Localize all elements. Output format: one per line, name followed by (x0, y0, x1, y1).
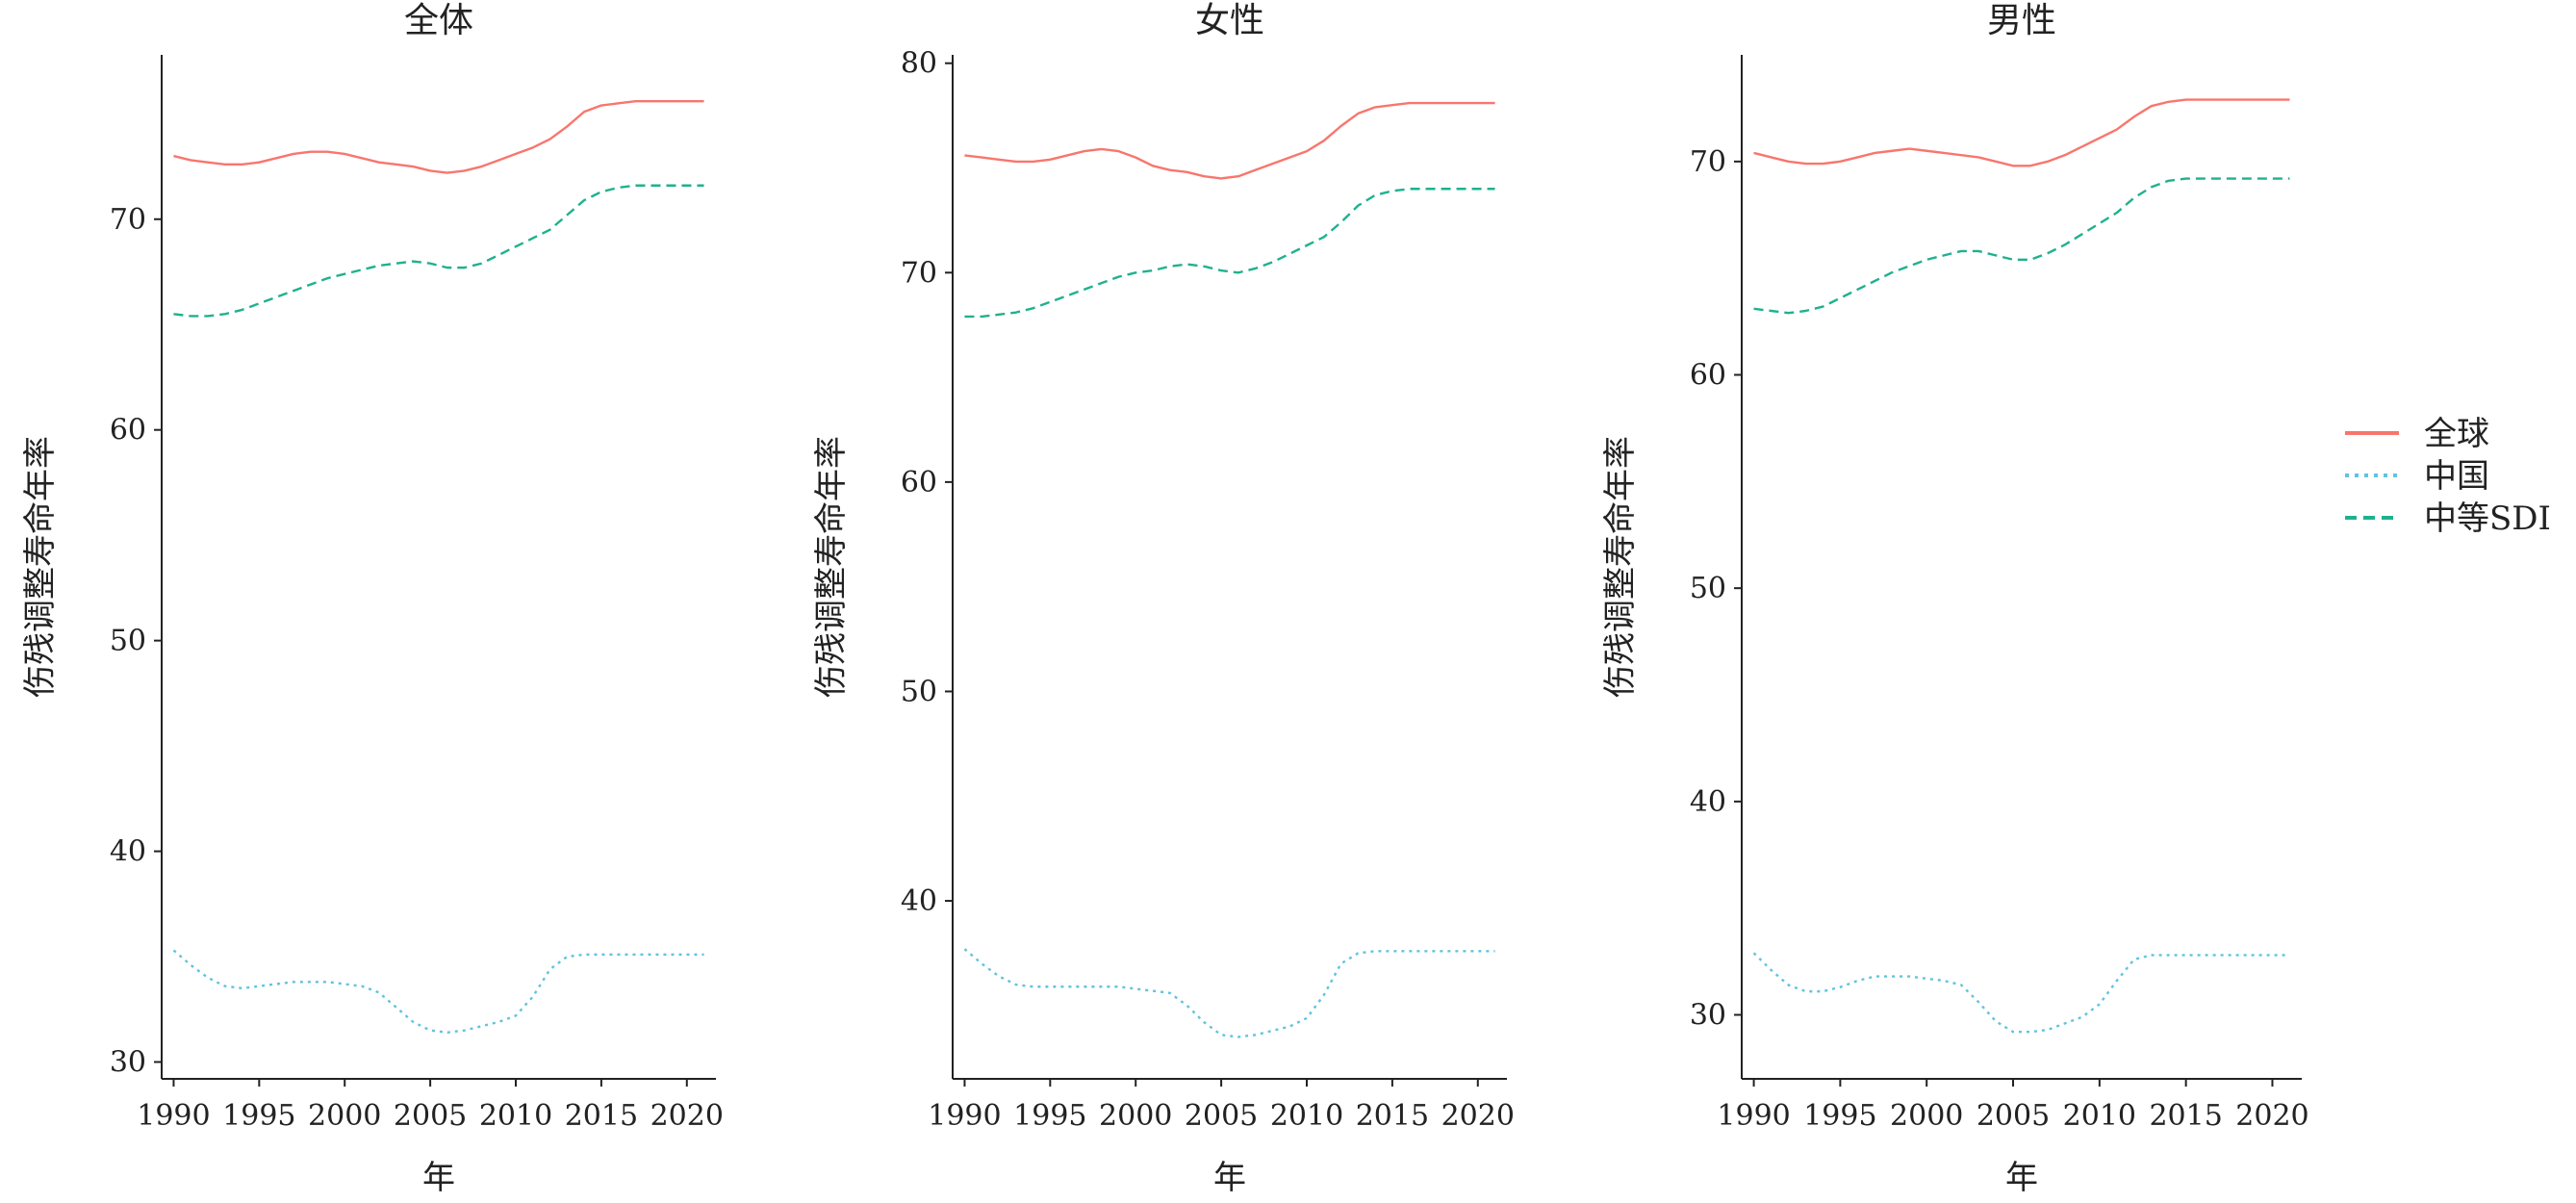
series-line-中等SDI (173, 184, 704, 318)
x-tick-label: 2015 (565, 1099, 638, 1133)
y-tick-label: 50 (110, 625, 146, 658)
x-tick-label: 2000 (308, 1099, 381, 1133)
x-tick-label: 2010 (1270, 1099, 1343, 1133)
x-tick-label: 1990 (1717, 1099, 1790, 1133)
series-line-中等SDI (1753, 177, 2290, 315)
x-tick-label: 2005 (394, 1099, 467, 1133)
x-tick-label: 2015 (2149, 1099, 2222, 1133)
x-tick-label: 2010 (479, 1099, 552, 1133)
y-tick-label: 80 (901, 47, 937, 81)
series-line-全球 (173, 99, 704, 174)
y-tick-label: 70 (901, 256, 937, 290)
series-line-全球 (1753, 98, 2290, 167)
panel-title: 男性 (1987, 1, 2056, 40)
series-line-中国 (172, 949, 704, 1035)
y-tick-label: 40 (110, 835, 146, 869)
y-tick-label: 60 (110, 414, 146, 448)
y-tick-label: 30 (1690, 999, 1726, 1033)
x-tick-label: 2020 (650, 1099, 724, 1133)
x-tick-label: 2020 (1441, 1099, 1515, 1133)
series-line-中国 (963, 948, 1495, 1038)
series-line-中国 (1752, 952, 2290, 1034)
x-tick-label: 2005 (1977, 1099, 2050, 1133)
y-axis-title: 伤残调整寿命年率 (1601, 436, 1640, 698)
x-tick-label: 2020 (2235, 1099, 2308, 1133)
y-tick-label: 50 (901, 675, 937, 708)
y-tick-label: 50 (1690, 572, 1726, 605)
y-axis-title: 伤残调整寿命年率 (812, 436, 851, 698)
x-tick-label: 1995 (1803, 1099, 1876, 1133)
y-tick-label: 70 (110, 203, 146, 237)
x-tick-label: 2005 (1185, 1099, 1258, 1133)
x-axis-title: 年 (422, 1159, 455, 1197)
legend-label: 中国 (2424, 457, 2489, 496)
y-tick-label: 40 (901, 884, 937, 918)
x-tick-label: 2000 (1890, 1099, 1963, 1133)
y-tick-label: 30 (110, 1045, 146, 1079)
x-axis-title: 年 (2005, 1159, 2038, 1197)
panel-title: 女性 (1195, 1, 1264, 40)
y-tick-label: 40 (1690, 785, 1726, 819)
series-line-中等SDI (964, 188, 1495, 319)
series-line-全球 (964, 101, 1495, 180)
y-axis-title: 伤残调整寿命年率 (21, 436, 60, 698)
x-tick-label: 1990 (928, 1099, 1001, 1133)
x-tick-label: 2000 (1099, 1099, 1172, 1133)
x-axis-title: 年 (1213, 1159, 1246, 1197)
legend-label: 全球 (2424, 415, 2489, 453)
x-tick-label: 2010 (2063, 1099, 2136, 1133)
x-tick-label: 1990 (137, 1099, 210, 1133)
x-tick-label: 1995 (1013, 1099, 1086, 1133)
panel-title: 全体 (404, 1, 473, 40)
x-tick-label: 1995 (222, 1099, 295, 1133)
y-tick-label: 60 (1690, 359, 1726, 393)
y-tick-label: 70 (1690, 145, 1726, 179)
y-tick-label: 60 (901, 466, 937, 499)
x-tick-label: 2015 (1356, 1099, 1429, 1133)
legend-label: 中等SDI (2424, 499, 2551, 538)
